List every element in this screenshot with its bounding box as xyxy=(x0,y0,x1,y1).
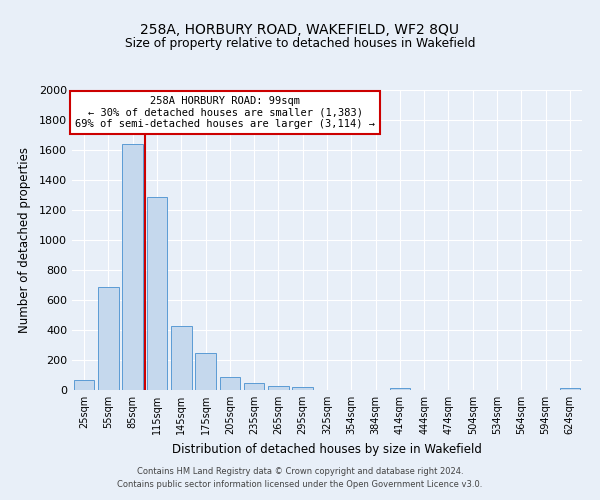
Bar xyxy=(146,196,167,390)
Bar xyxy=(122,144,143,390)
Bar xyxy=(389,388,410,390)
Bar xyxy=(244,382,265,390)
Text: 258A, HORBURY ROAD, WAKEFIELD, WF2 8QU: 258A, HORBURY ROAD, WAKEFIELD, WF2 8QU xyxy=(140,22,460,36)
Bar xyxy=(195,352,216,390)
Bar xyxy=(98,286,119,390)
Text: 258A HORBURY ROAD: 99sqm
← 30% of detached houses are smaller (1,383)
69% of sem: 258A HORBURY ROAD: 99sqm ← 30% of detach… xyxy=(75,96,375,129)
Bar xyxy=(268,386,289,390)
X-axis label: Distribution of detached houses by size in Wakefield: Distribution of detached houses by size … xyxy=(172,442,482,456)
Bar xyxy=(74,380,94,390)
Y-axis label: Number of detached properties: Number of detached properties xyxy=(17,147,31,333)
Text: Contains HM Land Registry data © Crown copyright and database right 2024.: Contains HM Land Registry data © Crown c… xyxy=(137,467,463,476)
Bar xyxy=(560,388,580,390)
Bar xyxy=(171,326,191,390)
Text: Contains public sector information licensed under the Open Government Licence v3: Contains public sector information licen… xyxy=(118,480,482,489)
Text: Size of property relative to detached houses in Wakefield: Size of property relative to detached ho… xyxy=(125,38,475,51)
Bar xyxy=(292,387,313,390)
Bar xyxy=(220,376,240,390)
